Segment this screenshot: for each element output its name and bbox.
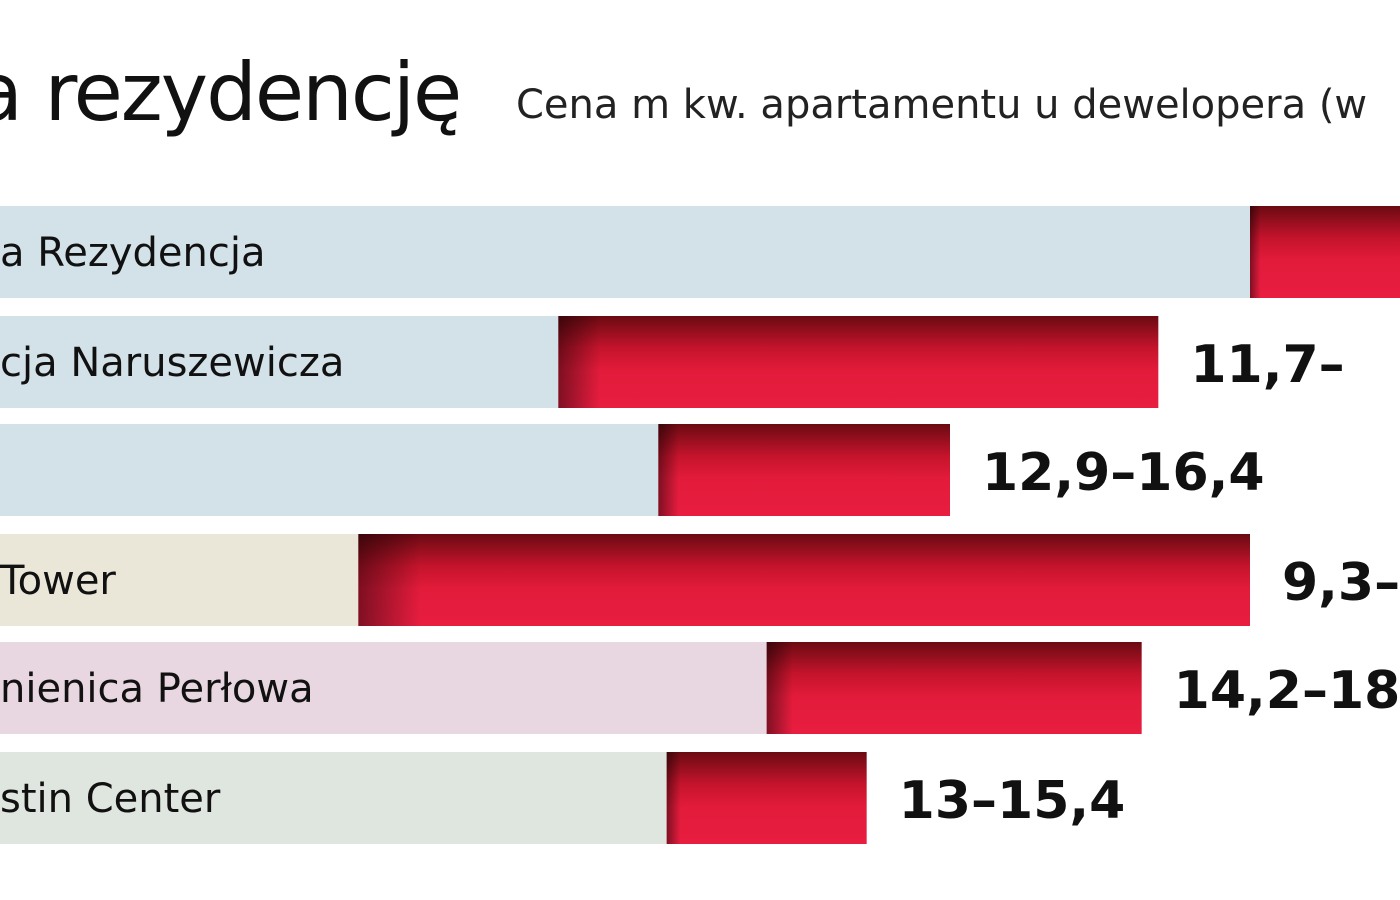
- chart-title: a rezydencję: [0, 46, 462, 139]
- price-range-bar-shade: [558, 316, 1159, 408]
- row-band: [0, 752, 667, 844]
- value-label: 13–15,4: [899, 771, 1126, 831]
- value-label: 9,3–20: [1282, 553, 1400, 613]
- price-range-bar-shade: [766, 642, 1142, 734]
- price-range-bar-shade: [658, 424, 950, 516]
- value-label: 12,9–16,4: [982, 443, 1265, 503]
- row-band: [0, 424, 659, 516]
- chart-subtitle: Cena m kw. apartamentu u dewelopera (w: [516, 82, 1368, 128]
- category-label: a Rezydencja: [0, 230, 265, 276]
- row-band: [0, 534, 359, 626]
- price-range-bar-shade: [666, 752, 867, 844]
- category-label: stin Center: [0, 776, 221, 822]
- row-band: [0, 642, 767, 734]
- price-range-bar-shade: [1250, 206, 1400, 298]
- category-label: Tower: [0, 558, 116, 604]
- value-label: 11,7–: [1190, 335, 1344, 395]
- value-label: 14,2–18,7: [1174, 661, 1400, 721]
- price-range-bar-shade: [358, 534, 1250, 626]
- row-band: [0, 206, 1250, 298]
- row-band: [0, 316, 559, 408]
- category-label: nienica Perłowa: [0, 666, 314, 712]
- category-label: cja Naruszewicza: [0, 340, 344, 386]
